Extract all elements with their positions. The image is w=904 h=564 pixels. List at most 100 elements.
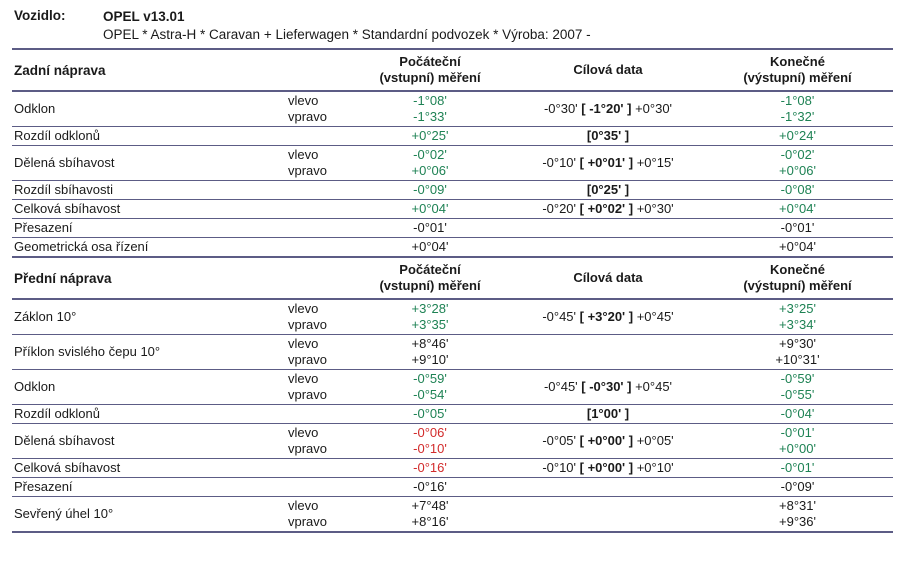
measurement-value: +8°46': [411, 336, 449, 351]
final-measurement-cell: -1°08' -1°32': [702, 93, 893, 125]
axle-section: Přední náprava Počáteční (vstupní) měření C…: [12, 256, 893, 533]
final-measurement-cell: +0°04': [702, 239, 893, 255]
row-label: Celková sbíhavost: [14, 460, 121, 475]
measurement-value: -1°08': [413, 93, 447, 108]
target-high: +0°45': [631, 379, 673, 394]
initial-measurement-cell: -0°16': [346, 479, 514, 495]
column-header-final: Konečné (výstupní) měření: [702, 262, 893, 294]
target-nominal: [ -1°20' ]: [581, 101, 632, 116]
target-high: +0°45': [633, 309, 674, 324]
target-nominal: [1°00' ]: [586, 406, 630, 421]
measurement-value: -0°54': [413, 387, 447, 402]
initial-measurement-cell: -1°08' -1°33': [346, 93, 514, 125]
measurement-value: -0°08': [780, 182, 815, 197]
row-label: Odklon: [14, 379, 56, 394]
initial-measurement-cell: -0°06' -0°10': [346, 425, 514, 457]
column-header-target: Cílová data: [573, 62, 643, 77]
column-header-line: Konečné: [770, 54, 825, 69]
measurement-value: +0°04': [779, 201, 816, 216]
section-header: Zadní náprava Počáteční (vstupní) měření Cí…: [12, 50, 893, 92]
target-data-cell: -0°20' [ +0°02' ] +0°30': [514, 201, 702, 217]
final-measurement-cell: -0°09': [702, 479, 893, 495]
side-labels: vlevo vpravo: [284, 93, 346, 125]
side-label: vlevo: [288, 425, 319, 440]
target-data-cell: [0°35' ]: [514, 128, 702, 144]
final-measurement-cell: -0°01': [702, 460, 893, 476]
initial-measurement-cell: -0°02' +0°06': [346, 147, 514, 179]
vehicle-header: Vozidlo: OPEL v13.01 OPEL * Astra-H * Ca…: [12, 6, 893, 48]
side-label: vlevo: [288, 93, 319, 108]
measurement-value: -0°05': [413, 406, 447, 421]
target-data-cell: [0°25' ]: [514, 182, 702, 198]
target-nominal: [ -0°30' ]: [581, 379, 632, 394]
side-label: vpravo: [288, 163, 328, 178]
row-label: Přesazení: [14, 220, 73, 235]
column-header-line: (výstupní) měření: [743, 70, 852, 85]
measurement-value: -0°01': [413, 220, 447, 235]
target-nominal: [ +0°00' ]: [579, 460, 634, 475]
measurement-value: +9°30': [779, 336, 816, 351]
row-label: Dělená sbíhavost: [14, 433, 115, 448]
initial-measurement-cell: -0°01': [346, 220, 514, 236]
measurement-value: -0°59': [780, 371, 815, 386]
target-high: +0°10': [633, 460, 674, 475]
column-header-line: (výstupní) měření: [743, 278, 852, 293]
column-header-line: Počáteční: [399, 54, 461, 69]
side-labels: vlevo vpravo: [284, 371, 346, 403]
final-measurement-cell: +8°31' +9°36': [702, 498, 893, 530]
measurement-value: -0°09': [780, 479, 815, 494]
table-row: Celková sbíhavost -0°16' -0°10' [ +0°00' ]…: [12, 459, 893, 478]
row-label: Příklon svislého čepu 10°: [14, 344, 161, 359]
row-label: Záklon 10°: [14, 309, 77, 324]
target-data-cell: -0°10' [ +0°00' ] +0°10': [514, 460, 702, 476]
measurement-value: -1°32': [780, 109, 815, 124]
row-label: Rozdíl sbíhavosti: [14, 182, 113, 197]
initial-measurement-cell: -0°16': [346, 460, 514, 476]
initial-measurement-cell: +3°28' +3°35': [346, 301, 514, 333]
row-label: Přesazení: [14, 479, 73, 494]
side-label: vpravo: [288, 317, 328, 332]
table-row: Přesazení -0°16' -0°09': [12, 478, 893, 497]
column-header-line: (vstupní) měření: [379, 70, 481, 85]
measurement-value: +3°34': [779, 317, 816, 332]
initial-measurement-cell: +7°48' +8°16': [346, 498, 514, 530]
side-label: vlevo: [288, 498, 319, 513]
measurement-value: -0°10': [413, 441, 447, 456]
target-nominal: [ +3°20' ]: [579, 309, 634, 324]
row-label: Sevřený úhel 10°: [14, 506, 114, 521]
section-title: Zadní náprava: [14, 62, 106, 78]
measurement-value: -0°16': [413, 460, 447, 475]
side-label: vpravo: [288, 109, 328, 124]
side-labels: vlevo vpravo: [284, 498, 346, 530]
final-measurement-cell: -0°04': [702, 406, 893, 422]
measurement-value: +0°00': [779, 441, 816, 456]
final-measurement-cell: +9°30' +10°31': [702, 336, 893, 368]
measurement-value: +10°31': [775, 352, 820, 367]
target-data-cell: -0°30' [ -1°20' ] +0°30': [514, 101, 702, 117]
table-row: Sevřený úhel 10° vlevo vpravo +7°48' +8°16' +…: [12, 497, 893, 531]
final-measurement-cell: -0°01' +0°00': [702, 425, 893, 457]
target-data-cell: -0°10' [ +0°01' ] +0°15': [514, 155, 702, 171]
measurement-value: +9°10': [411, 352, 449, 367]
table-row: Odklon vlevo vpravo -0°59' -0°54' -0°45' [ -0…: [12, 370, 893, 405]
measurement-value: +0°25': [411, 128, 449, 143]
final-measurement-cell: +3°25' +3°34': [702, 301, 893, 333]
target-low: -0°20': [542, 201, 580, 216]
measurement-value: -0°09': [413, 182, 447, 197]
initial-measurement-cell: -0°09': [346, 182, 514, 198]
target-data-cell: -0°45' [ -0°30' ] +0°45': [514, 379, 702, 395]
table-row: Příklon svislého čepu 10° vlevo vpravo +8°4…: [12, 335, 893, 370]
measurement-value: +7°48': [411, 498, 449, 513]
measurement-value: +0°06': [779, 163, 816, 178]
row-label: Dělená sbíhavost: [14, 155, 115, 170]
final-measurement-cell: -0°02' +0°06': [702, 147, 893, 179]
table-row: Přesazení -0°01' -0°01': [12, 219, 893, 238]
measurement-value: +0°06': [411, 163, 449, 178]
measurement-value: -0°02': [413, 147, 447, 162]
initial-measurement-cell: +0°04': [346, 201, 514, 217]
column-header-target: Cílová data: [573, 270, 643, 285]
side-label: vlevo: [288, 147, 319, 162]
sections: Zadní náprava Počáteční (vstupní) měření Cí…: [12, 48, 893, 533]
column-header-initial: Počáteční (vstupní) měření: [346, 262, 514, 294]
